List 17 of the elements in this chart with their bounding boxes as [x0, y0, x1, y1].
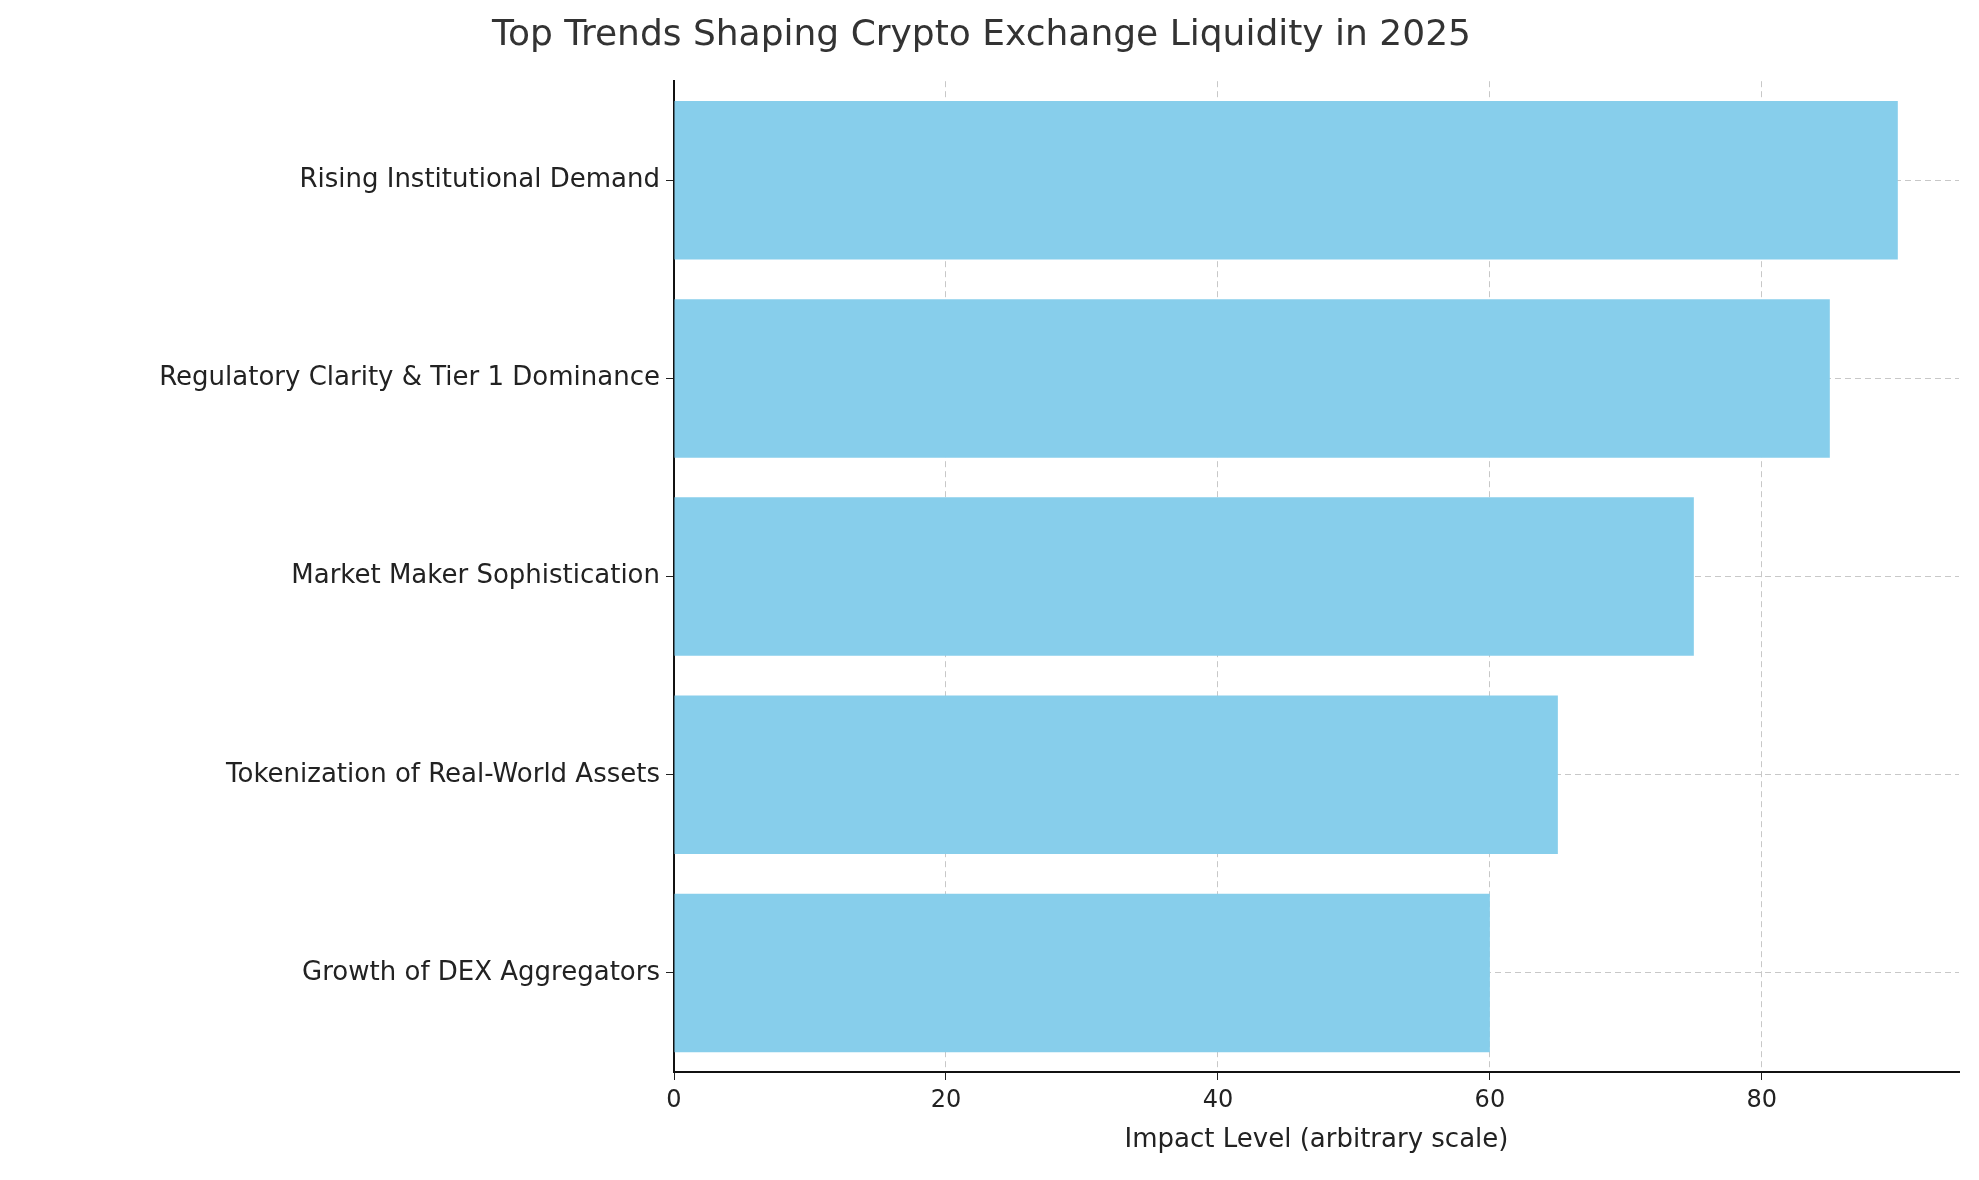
bar: [674, 101, 1898, 260]
y-tick-label: Rising Institutional Demand: [299, 163, 660, 194]
x-tick-label: 60: [1474, 1084, 1506, 1113]
y-tick-label: Growth of DEX Aggregators: [302, 955, 660, 986]
x-tick-label: 80: [1746, 1084, 1778, 1113]
x-axis-title: Impact Level (arbitrary scale): [1124, 1123, 1509, 1154]
y-tick-label: Market Maker Sophistication: [291, 559, 660, 590]
bar: [674, 893, 1490, 1053]
bar: [674, 695, 1558, 855]
y-tick-label: Tokenization of Real-World Assets: [225, 757, 660, 788]
x-tick-label: 20: [930, 1084, 962, 1113]
bar: [674, 497, 1694, 656]
x-tick-label: 0: [666, 1084, 682, 1113]
chart-title: Top Trends Shaping Crypto Exchange Liquidity in 2025: [491, 11, 1471, 53]
x-tick-label: 40: [1202, 1084, 1234, 1113]
bar: [674, 299, 1830, 458]
y-tick-label: Regulatory Clarity & Tier 1 Dominance: [159, 361, 660, 392]
